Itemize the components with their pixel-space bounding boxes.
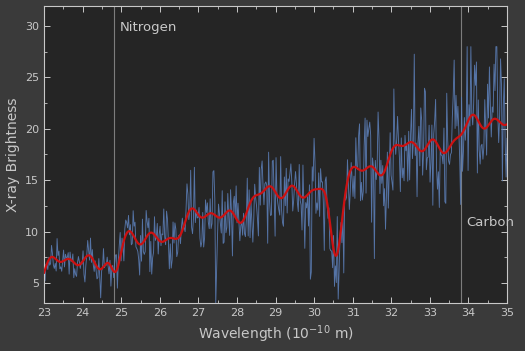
Text: Nitrogen: Nitrogen [119, 21, 177, 34]
Text: Carbon: Carbon [467, 216, 514, 229]
X-axis label: Wavelength (10$^{-10}$ m): Wavelength (10$^{-10}$ m) [197, 324, 353, 345]
Y-axis label: X-ray Brightness: X-ray Brightness [6, 97, 19, 212]
